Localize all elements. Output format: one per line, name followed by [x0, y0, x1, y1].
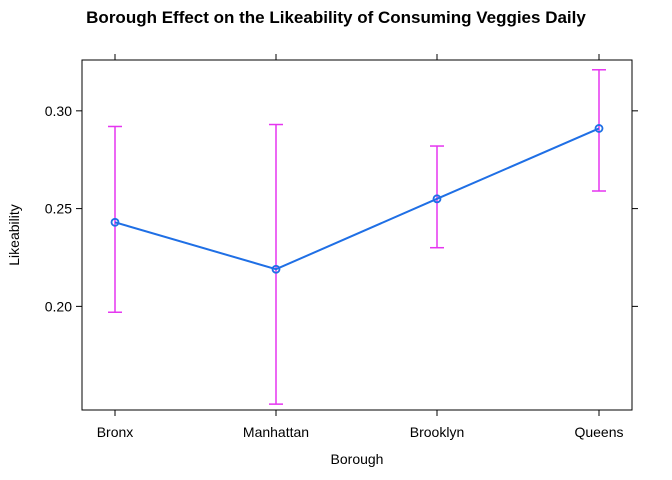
data-points	[110, 124, 604, 274]
x-axis-label: Borough	[331, 451, 384, 467]
chart-title: Borough Effect on the Likeability of Con…	[86, 8, 586, 27]
plot-frame	[81, 59, 633, 411]
y-tick-label: 0.25	[45, 201, 72, 217]
data-point	[271, 264, 281, 274]
axis-ticks	[76, 54, 638, 416]
x-tick-label: Bronx	[97, 424, 134, 440]
y-tick-label: 0.30	[45, 103, 72, 119]
y-tick-label: 0.20	[45, 298, 72, 314]
x-tick-label: Manhattan	[243, 424, 309, 440]
data-point	[110, 217, 120, 227]
x-tick-label: Brooklyn	[410, 424, 464, 440]
data-point	[594, 124, 604, 133]
series-line	[114, 127, 600, 271]
y-axis-label: Likeability	[6, 204, 22, 265]
data-point	[432, 194, 442, 204]
x-tick-label: Queens	[574, 424, 623, 440]
tick-labels: Bronx Manhattan Brooklyn Queens 0.20 0.25 0.30	[45, 103, 624, 440]
error-bars	[108, 69, 606, 405]
